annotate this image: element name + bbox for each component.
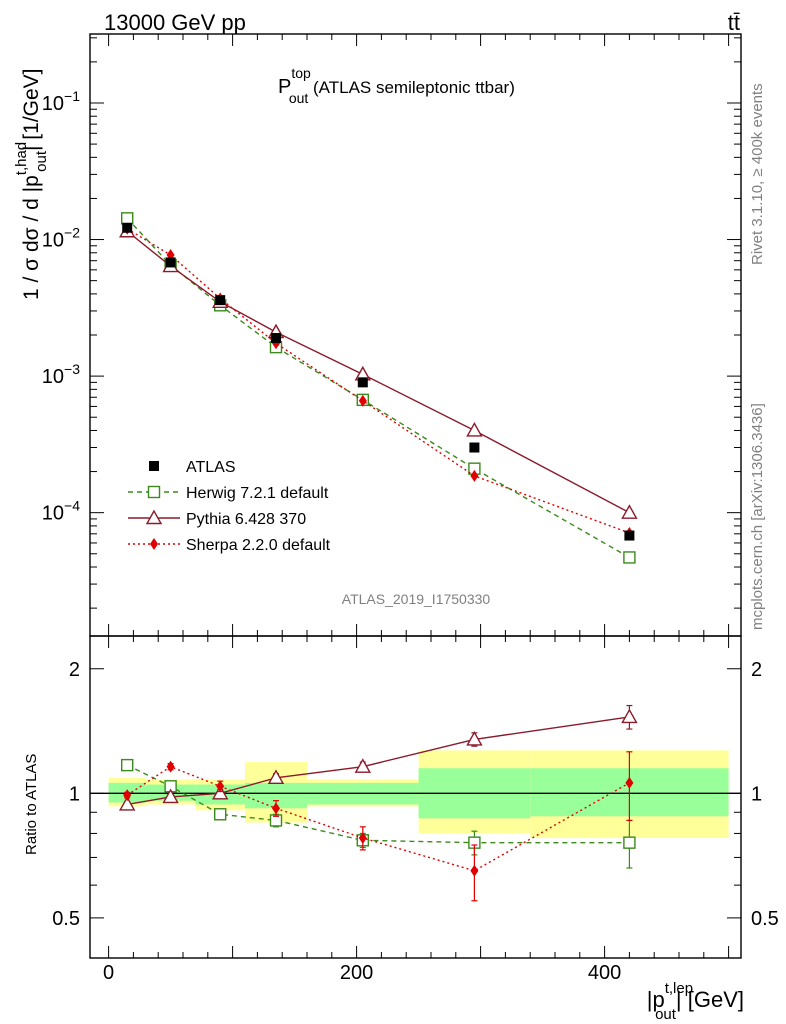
ylabel-sub: out (33, 150, 50, 172)
x-tick-label: 400 (588, 962, 621, 984)
ratio-frame (89, 635, 742, 959)
legend-marker (150, 538, 158, 550)
herwig-ratio-point (623, 836, 636, 849)
y-tick-base: 10 (42, 366, 64, 388)
legend: ATLAS Herwig 7.2.1 default Pythia 6.428 37… (128, 459, 331, 554)
y-tick-label: 10−1 (42, 88, 80, 115)
legend-marker (145, 509, 163, 525)
ylabel-main: 1 / σ dσ / d |p (20, 175, 43, 300)
ratio-tick-label-left: 0.5 (52, 908, 80, 930)
title-sub: out (289, 90, 309, 106)
pythia-point (466, 422, 483, 437)
sherpa-ratio-point (358, 831, 367, 844)
y-tick-base: 10 (42, 230, 64, 252)
title-main: P (278, 76, 291, 98)
xlabel-pre: |p (647, 987, 665, 1012)
xlabel-post: | [GeV] (676, 987, 744, 1012)
ratio-tick-label-left: 1 (69, 783, 80, 805)
pythia-ratio-point (267, 769, 285, 785)
pythia-ratio-point (212, 784, 229, 800)
sherpa-point (166, 249, 175, 262)
x-tick-label: 0 (103, 962, 114, 984)
y-tick-label: 10−2 (42, 225, 80, 252)
ylabel-unit: | [1/GeV] (20, 68, 43, 151)
legend-marker (147, 485, 161, 499)
ylabel-sup: t,had (13, 142, 30, 175)
main-y-axis-label: 1 / σ dσ / d |pt,had out| [1/GeV] (13, 68, 50, 300)
ratio-panel (90, 704, 741, 902)
atlas-data-point (357, 377, 368, 388)
legend-label: Sherpa 2.2.0 default (186, 537, 331, 554)
y-tick-base: 10 (42, 503, 64, 525)
energy-label: 13000 GeV pp (104, 10, 246, 35)
pythia-point (621, 504, 638, 519)
atlas-data-point (165, 257, 176, 268)
ratio-tick-label-right: 1 (751, 783, 762, 805)
main-panel (119, 212, 638, 564)
ratio-tick-label-left: 2 (69, 659, 80, 681)
legend-marker (149, 461, 159, 471)
pythia-ratio-point (466, 730, 483, 746)
sherpa-ratio-point (166, 760, 175, 773)
pythia-ratio-point (621, 708, 638, 724)
xlabel-sup: t,lep (665, 980, 693, 997)
legend-entry: Sherpa 2.2.0 default (128, 537, 331, 554)
legend-label: Pythia 6.428 370 (186, 511, 306, 528)
pythia-ratio-point (162, 788, 179, 804)
mcplots-reference: mcplots.cern.ch [arXiv:1306.3436] (749, 403, 766, 630)
y-tick-label: 10−3 (42, 361, 80, 388)
herwig-ratio-point (120, 758, 134, 772)
ratio-tick-label-right: 2 (751, 659, 762, 681)
sherpa-ratio-point (216, 780, 225, 793)
sherpa-point (470, 469, 479, 482)
atlas-data-point (469, 442, 480, 453)
y-tick-exponent: −1 (64, 88, 80, 104)
x-axis-label: |pt,lep out| [GeV] (647, 980, 744, 1023)
atlas-data-point (624, 530, 635, 541)
pythia-ratio-point (119, 796, 136, 811)
legend-entry: Pythia 6.428 370 (128, 509, 306, 528)
atlas-data-point (122, 222, 133, 233)
xlabel-sub: out (655, 1006, 677, 1023)
legend-entry: ATLAS (149, 459, 236, 476)
atlas-data-point (271, 333, 281, 344)
ratio-y-axis-label: Ratio to ATLAS (23, 754, 40, 855)
x-tick-label: 200 (340, 962, 373, 984)
atlas-data-point (215, 295, 226, 306)
sherpa-ratio-point (272, 802, 280, 815)
herwig-main-line (126, 217, 630, 559)
rivet-version-label: Rivet 3.1.10, ≥ 400k events (749, 83, 766, 265)
analysis-id: ATLAS_2019_I1750330 (342, 591, 491, 607)
herwig-point (623, 551, 636, 564)
process-label: tt̄ (728, 10, 740, 35)
herwig-ratio-point (213, 808, 227, 821)
y-tick-exponent: −4 (64, 498, 80, 514)
sherpa-ratio-point (625, 776, 634, 789)
y-tick-exponent: −2 (64, 225, 80, 241)
y-tick-label: 10−4 (42, 498, 80, 525)
y-tick-exponent: −3 (64, 361, 80, 377)
herwig-point (120, 212, 134, 225)
sherpa-ratio-point (470, 864, 479, 877)
title-sup: top (291, 65, 311, 81)
legend-label: ATLAS (186, 459, 236, 476)
legend-label: Herwig 7.2.1 default (186, 485, 329, 502)
ratio-tick-label-right: 0.5 (751, 908, 779, 930)
sherpa-point (358, 394, 367, 407)
plot-title: Ptop out (ATLAS semileptonic ttbar) (278, 65, 515, 106)
y-tick-base: 10 (42, 93, 64, 115)
legend-entry: Herwig 7.2.1 default (128, 485, 329, 502)
sherpa-ratio-point (123, 789, 132, 802)
title-rest: (ATLAS semileptonic ttbar) (308, 78, 515, 97)
pythia-ratio-point (354, 758, 371, 773)
